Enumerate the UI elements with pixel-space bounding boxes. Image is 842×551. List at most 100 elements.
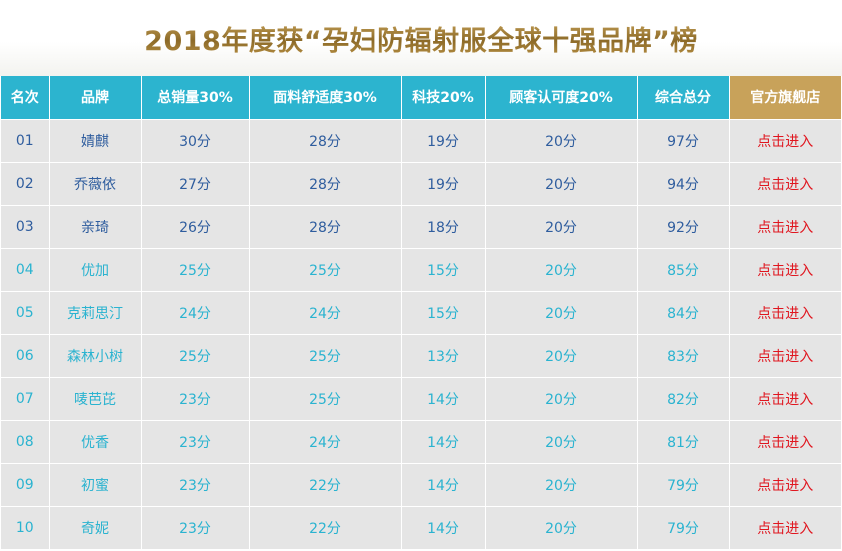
- approval-score-cell: 20分: [485, 377, 638, 421]
- rank-cell: 01: [1, 119, 50, 163]
- total-score-cell: 94分: [637, 162, 730, 206]
- sales-score-cell: 23分: [141, 420, 250, 464]
- ranking-table: 名次 品牌 总销量30% 面料舒适度30% 科技20% 顾客认可度20% 综合总…: [1, 76, 841, 550]
- enter-store-link[interactable]: 点击进入: [757, 133, 814, 150]
- brand-cell: 克莉思汀: [49, 291, 142, 335]
- enter-store-link[interactable]: 点击进入: [757, 219, 814, 236]
- total-score-cell: 82分: [637, 377, 730, 421]
- approval-score-cell: 20分: [485, 119, 638, 163]
- tech-score-cell: 15分: [401, 248, 486, 292]
- enter-store-link[interactable]: 点击进入: [757, 176, 814, 193]
- tech-score-cell: 15分: [401, 291, 486, 335]
- table-row: 08 优香 23分 24分 14分 20分 81分 点击进入: [1, 420, 841, 464]
- approval-score-cell: 20分: [485, 334, 638, 378]
- approval-score-cell: 20分: [485, 248, 638, 292]
- table-body: 01 婧麒 30分 28分 19分 20分 97分 点击进入 02 乔薇依 27分 28分 19分 20分…: [1, 119, 841, 550]
- table-row: 02 乔薇依 27分 28分 19分 20分 94分 点击进入: [1, 162, 841, 206]
- official-store-cell: 点击进入: [729, 248, 841, 292]
- header-rank: 名次: [1, 76, 50, 120]
- official-store-cell: 点击进入: [729, 119, 841, 163]
- sales-score-cell: 26分: [141, 205, 250, 249]
- rank-cell: 09: [1, 463, 50, 507]
- title-banner: 2018年度获“孕妇防辐射服全球十强品牌”榜: [0, 0, 842, 76]
- brand-cell: 森林小树: [49, 334, 142, 378]
- comfort-score-cell: 28分: [249, 119, 402, 163]
- enter-store-link[interactable]: 点击进入: [757, 262, 814, 279]
- sales-score-cell: 25分: [141, 334, 250, 378]
- rank-cell: 03: [1, 205, 50, 249]
- tech-score-cell: 14分: [401, 463, 486, 507]
- tech-score-cell: 19分: [401, 162, 486, 206]
- enter-store-link[interactable]: 点击进入: [757, 305, 814, 322]
- total-score-cell: 81分: [637, 420, 730, 464]
- sales-score-cell: 30分: [141, 119, 250, 163]
- rank-cell: 07: [1, 377, 50, 421]
- header-total: 综合总分: [637, 76, 730, 120]
- comfort-score-cell: 28分: [249, 162, 402, 206]
- header-tech: 科技20%: [401, 76, 486, 120]
- total-score-cell: 79分: [637, 506, 730, 550]
- page-title: 2018年度获“孕妇防辐射服全球十强品牌”榜: [144, 19, 698, 58]
- brand-cell: 婧麒: [49, 119, 142, 163]
- official-store-cell: 点击进入: [729, 377, 841, 421]
- brand-cell: 亲琦: [49, 205, 142, 249]
- enter-store-link[interactable]: 点击进入: [757, 434, 814, 451]
- brand-cell: 乔薇依: [49, 162, 142, 206]
- approval-score-cell: 20分: [485, 506, 638, 550]
- total-score-cell: 85分: [637, 248, 730, 292]
- comfort-score-cell: 24分: [249, 291, 402, 335]
- sales-score-cell: 27分: [141, 162, 250, 206]
- approval-score-cell: 20分: [485, 463, 638, 507]
- tech-score-cell: 14分: [401, 377, 486, 421]
- table-row: 10 奇妮 23分 22分 14分 20分 79分 点击进入: [1, 506, 841, 550]
- header-comfort: 面料舒适度30%: [249, 76, 402, 120]
- tech-score-cell: 19分: [401, 119, 486, 163]
- approval-score-cell: 20分: [485, 420, 638, 464]
- comfort-score-cell: 28分: [249, 205, 402, 249]
- approval-score-cell: 20分: [485, 162, 638, 206]
- enter-store-link[interactable]: 点击进入: [757, 348, 814, 365]
- comfort-score-cell: 24分: [249, 420, 402, 464]
- total-score-cell: 84分: [637, 291, 730, 335]
- sales-score-cell: 23分: [141, 463, 250, 507]
- sales-score-cell: 24分: [141, 291, 250, 335]
- enter-store-link[interactable]: 点击进入: [757, 391, 814, 408]
- total-score-cell: 97分: [637, 119, 730, 163]
- official-store-cell: 点击进入: [729, 334, 841, 378]
- comfort-score-cell: 25分: [249, 334, 402, 378]
- rank-cell: 06: [1, 334, 50, 378]
- table-row: 03 亲琦 26分 28分 18分 20分 92分 点击进入: [1, 205, 841, 249]
- total-score-cell: 79分: [637, 463, 730, 507]
- table-header-row: 名次 品牌 总销量30% 面料舒适度30% 科技20% 顾客认可度20% 综合总…: [1, 76, 841, 120]
- official-store-cell: 点击进入: [729, 506, 841, 550]
- enter-store-link[interactable]: 点击进入: [757, 520, 814, 537]
- table-row: 04 优加 25分 25分 15分 20分 85分 点击进入: [1, 248, 841, 292]
- tech-score-cell: 14分: [401, 420, 486, 464]
- rank-cell: 02: [1, 162, 50, 206]
- table-row: 09 初蜜 23分 22分 14分 20分 79分 点击进入: [1, 463, 841, 507]
- header-official-store: 官方旗舰店: [729, 76, 841, 120]
- sales-score-cell: 23分: [141, 377, 250, 421]
- total-score-cell: 92分: [637, 205, 730, 249]
- tech-score-cell: 18分: [401, 205, 486, 249]
- official-store-cell: 点击进入: [729, 420, 841, 464]
- enter-store-link[interactable]: 点击进入: [757, 477, 814, 494]
- comfort-score-cell: 25分: [249, 248, 402, 292]
- brand-cell: 优香: [49, 420, 142, 464]
- header-approval: 顾客认可度20%: [485, 76, 638, 120]
- rank-cell: 10: [1, 506, 50, 550]
- official-store-cell: 点击进入: [729, 463, 841, 507]
- sales-score-cell: 25分: [141, 248, 250, 292]
- header-sales: 总销量30%: [141, 76, 250, 120]
- total-score-cell: 83分: [637, 334, 730, 378]
- approval-score-cell: 20分: [485, 291, 638, 335]
- approval-score-cell: 20分: [485, 205, 638, 249]
- official-store-cell: 点击进入: [729, 291, 841, 335]
- comfort-score-cell: 22分: [249, 463, 402, 507]
- tech-score-cell: 14分: [401, 506, 486, 550]
- comfort-score-cell: 25分: [249, 377, 402, 421]
- official-store-cell: 点击进入: [729, 205, 841, 249]
- tech-score-cell: 13分: [401, 334, 486, 378]
- table-row: 06 森林小树 25分 25分 13分 20分 83分 点击进入: [1, 334, 841, 378]
- header-brand: 品牌: [49, 76, 142, 120]
